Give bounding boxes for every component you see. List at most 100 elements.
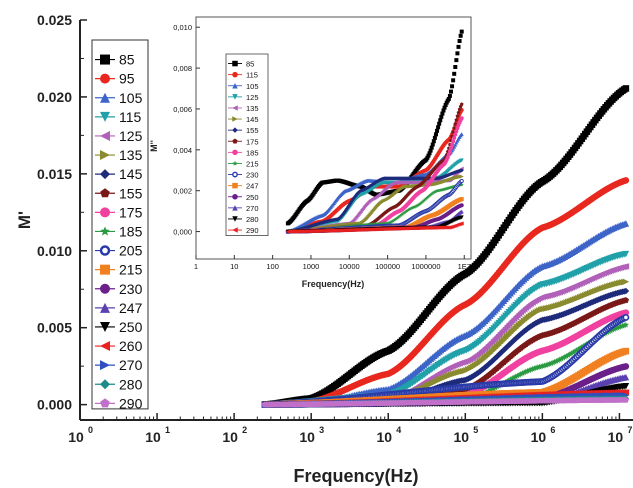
- inset-point-105-162: [459, 132, 464, 137]
- main-point-185-171: [551, 358, 558, 365]
- main-x-tick-exponent-3: 3: [319, 425, 324, 435]
- inset-point-85-147: [443, 103, 448, 108]
- main-legend-label-105: 105: [119, 90, 143, 106]
- main-series-290: [261, 396, 629, 408]
- main-y-tick-label-3: 0.015: [37, 166, 72, 182]
- main-legend-label-95: 95: [119, 71, 135, 87]
- main-legend-marker-250: [100, 321, 110, 332]
- main-legend-label-270: 270: [119, 357, 143, 373]
- main-point-185-149: [514, 372, 521, 379]
- main-point-185-150: [516, 371, 523, 378]
- main-x-tick-exponent-5: 5: [473, 425, 478, 435]
- main-point-290-213: [622, 396, 629, 403]
- main-legend-label-215: 215: [119, 262, 143, 278]
- main-point-185-158: [529, 365, 536, 372]
- main-series-group: [261, 85, 630, 409]
- inset-point-85-134: [429, 145, 434, 150]
- main-axes: 10 0 10 1 10 2 10 3 10 4 10 5 10 6 10 70.0000.0050.0100…: [37, 12, 633, 445]
- main-plot: 10 0 10 1 10 2 10 3 10 4 10 5 10 6 10 70.0000.0050.0100…: [15, 12, 633, 486]
- inset-point-85-155: [452, 71, 457, 76]
- main-point-185-172: [553, 357, 560, 364]
- main-x-tick-exponent-1: 1: [165, 425, 170, 435]
- main-legend-marker-270: [100, 360, 110, 371]
- main-legend-marker-135: [100, 150, 110, 161]
- inset-point-85-157: [454, 58, 459, 63]
- main-x-tick-label-3: 10: [299, 429, 315, 445]
- main-legend-marker-260: [100, 341, 110, 352]
- main-point-205-213: [622, 314, 630, 321]
- main-point-185-180: [566, 350, 574, 357]
- main-point-185-166: [543, 361, 550, 368]
- main-point-185-209: [616, 323, 623, 330]
- inset-point-85-135: [430, 142, 435, 147]
- main-legend-label-185: 185: [119, 223, 143, 239]
- inset-point-85-145: [441, 108, 446, 113]
- inset-point-85-132: [427, 151, 432, 156]
- main-legend-label-115: 115: [119, 109, 142, 125]
- main-legend-marker-230: [100, 283, 110, 294]
- main-legend-marker-105: [100, 92, 110, 103]
- main-point-185-146: [509, 375, 516, 382]
- main-legend-marker-290: [100, 398, 110, 408]
- main-y-tick-label-4: 0.020: [37, 89, 72, 105]
- inset-point-85-159: [456, 44, 461, 49]
- inset-point-85-133: [428, 148, 433, 153]
- main-point-145-213: [622, 287, 630, 295]
- main-x-tick-exponent-7: 7: [627, 425, 632, 435]
- inset-point-85-136: [431, 139, 436, 144]
- inset-point-85-151: [447, 93, 452, 98]
- inset-point-85-158: [455, 51, 460, 56]
- main-point-185-148: [512, 373, 519, 380]
- main-point-185-152: [519, 370, 526, 376]
- inset-point-85-139: [435, 128, 440, 133]
- main-legend-marker-145: [100, 169, 110, 180]
- main-point-155-213: [622, 297, 629, 303]
- main-point-185-213: [622, 321, 629, 328]
- inset-point-85-150: [446, 96, 451, 101]
- main-legend-label-175: 175: [119, 204, 143, 220]
- main-legend-label-85: 85: [119, 52, 135, 68]
- main-legend-label-250: 250: [119, 319, 143, 335]
- main-legend-marker-280: [100, 379, 110, 390]
- main-x-tick-label-7: 10: [608, 429, 624, 445]
- main-x-tick-label-1: 10: [145, 429, 161, 445]
- main-point-247-213: [622, 373, 630, 381]
- inset-point-85-146: [442, 105, 447, 110]
- main-legend-marker-185: [100, 226, 110, 236]
- inset-point-125-162: [459, 158, 464, 163]
- inset-point-85-141: [437, 121, 442, 126]
- main-legend-label-280: 280: [119, 376, 143, 392]
- main-point-105-213: [622, 220, 630, 227]
- main-legend-marker-115: [100, 111, 110, 122]
- inset-point-85-162: [459, 29, 464, 34]
- main-point-215-213: [622, 347, 630, 355]
- main-y-tick-label-2: 0.010: [37, 243, 72, 259]
- main-legend-label-247: 247: [119, 300, 143, 316]
- main-x-tick-exponent-4: 4: [396, 425, 401, 435]
- inset-point-85-140: [436, 125, 441, 130]
- inset-point-85-142: [438, 118, 443, 123]
- main-point-185-173: [554, 357, 562, 364]
- main-x-tick-exponent-2: 2: [242, 425, 247, 435]
- main-y-tick-label-1: 0.005: [37, 320, 72, 336]
- main-legend-label-155: 155: [119, 185, 143, 201]
- main-legend-label-260: 260: [119, 338, 143, 354]
- main-point-145-144: [505, 341, 513, 349]
- main-legend-marker-247: [100, 302, 110, 313]
- main-point-135-213: [622, 278, 630, 286]
- main-point-85-213: [622, 85, 630, 92]
- inset-point-85-137: [432, 135, 437, 140]
- main-point-185-177: [561, 353, 568, 360]
- main-x-tick-exponent-0: 0: [88, 425, 93, 435]
- inset-point-85-144: [440, 111, 445, 116]
- inset-point-85-156: [453, 65, 458, 70]
- main-legend-label-290: 290: [119, 395, 143, 411]
- main-x-tick-label-0: 10: [68, 429, 84, 445]
- inset-series-group: [285, 29, 464, 234]
- main-legend-marker-85: [100, 54, 110, 65]
- main-point-185-151: [517, 370, 524, 377]
- inset-point-85-130: [425, 155, 430, 160]
- main-x-tick-label-2: 10: [222, 429, 238, 445]
- main-legend-marker-215: [100, 264, 110, 275]
- main-legend: 8595105115125135145155175185205215230247…: [91, 39, 149, 411]
